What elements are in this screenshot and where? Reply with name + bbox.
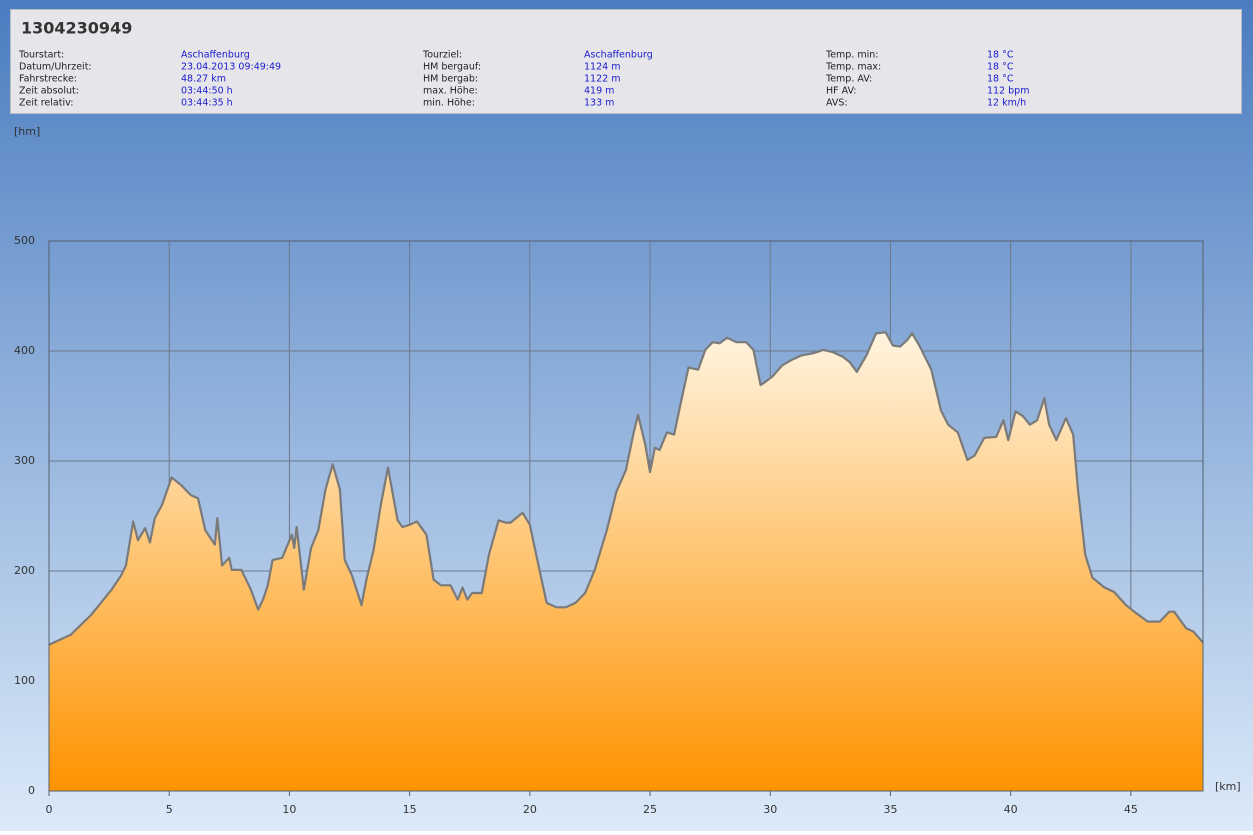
info-value: 03:44:35 h: [181, 98, 233, 109]
y-tick-label: 300: [14, 454, 35, 467]
y-tick-label: 100: [14, 674, 35, 687]
info-value: 18 °C: [987, 50, 1014, 61]
x-tick-label: 15: [403, 803, 417, 816]
info-label: Zeit absolut:: [19, 86, 79, 97]
elevation-line: [48, 331, 1204, 646]
info-label: HM bergab:: [423, 74, 478, 85]
info-label: HF AV:: [826, 86, 856, 97]
x-tick-label: 35: [883, 803, 897, 816]
y-tick-label: 200: [14, 564, 35, 577]
info-label: max. Höhe:: [423, 86, 478, 97]
info-panel: [10, 9, 1242, 114]
chart: 0 100 200 300 400 500 0 5 10 15 20 25 30 35 40 45 [hm] [k…: [14, 125, 1241, 816]
info-label: Temp. min:: [825, 50, 878, 61]
info-label: AVS:: [826, 98, 848, 109]
x-tick-label: 30: [763, 803, 777, 816]
info-value: 133 m: [584, 98, 614, 109]
x-axis-label: [km]: [1215, 780, 1241, 793]
info-label: HM bergauf:: [423, 62, 481, 73]
info-value: 419 m: [584, 86, 614, 97]
info-value: 1124 m: [584, 62, 620, 73]
x-tick-label: 40: [1004, 803, 1018, 816]
info-value: 1122 m: [584, 74, 620, 85]
info-label: min. Höhe:: [423, 98, 475, 109]
x-tick-label: 25: [643, 803, 657, 816]
x-tick-label: 10: [282, 803, 296, 816]
tour-title: 1304230949: [21, 19, 132, 38]
y-axis-label: [hm]: [14, 125, 40, 138]
info-value: Aschaffenburg: [584, 50, 653, 61]
info-value: 112 bpm: [987, 86, 1029, 97]
y-tick-label: 0: [28, 784, 35, 797]
x-tick-label: 45: [1124, 803, 1138, 816]
info-value: 23.04.2013 09:49:49: [181, 62, 281, 73]
info-label: Datum/Uhrzeit:: [19, 62, 92, 73]
x-tick-label: 20: [523, 803, 537, 816]
info-label: Zeit relativ:: [19, 98, 73, 109]
x-tick-label: 0: [46, 803, 53, 816]
info-table: Tourstart: Aschaffenburg Datum/Uhrzeit: 23.…: [18, 50, 1029, 109]
info-label: Temp. AV:: [825, 74, 872, 85]
info-label: Tourziel:: [422, 50, 462, 61]
info-value: 48.27 km: [181, 74, 226, 85]
info-value: 12 km/h: [987, 98, 1026, 109]
info-value: 18 °C: [987, 74, 1014, 85]
info-value: Aschaffenburg: [181, 50, 250, 61]
x-tick-label: 5: [166, 803, 173, 816]
info-label: Tourstart:: [18, 50, 64, 61]
y-tick-label: 400: [14, 344, 35, 357]
area-fill: [49, 332, 1203, 791]
info-label: Temp. max:: [825, 62, 881, 73]
y-tick-label: 500: [14, 234, 35, 247]
plot-frame: [48, 240, 1204, 792]
info-label: Fahrstrecke:: [19, 74, 77, 85]
info-value: 18 °C: [987, 62, 1014, 73]
info-value: 03:44:50 h: [181, 86, 233, 97]
